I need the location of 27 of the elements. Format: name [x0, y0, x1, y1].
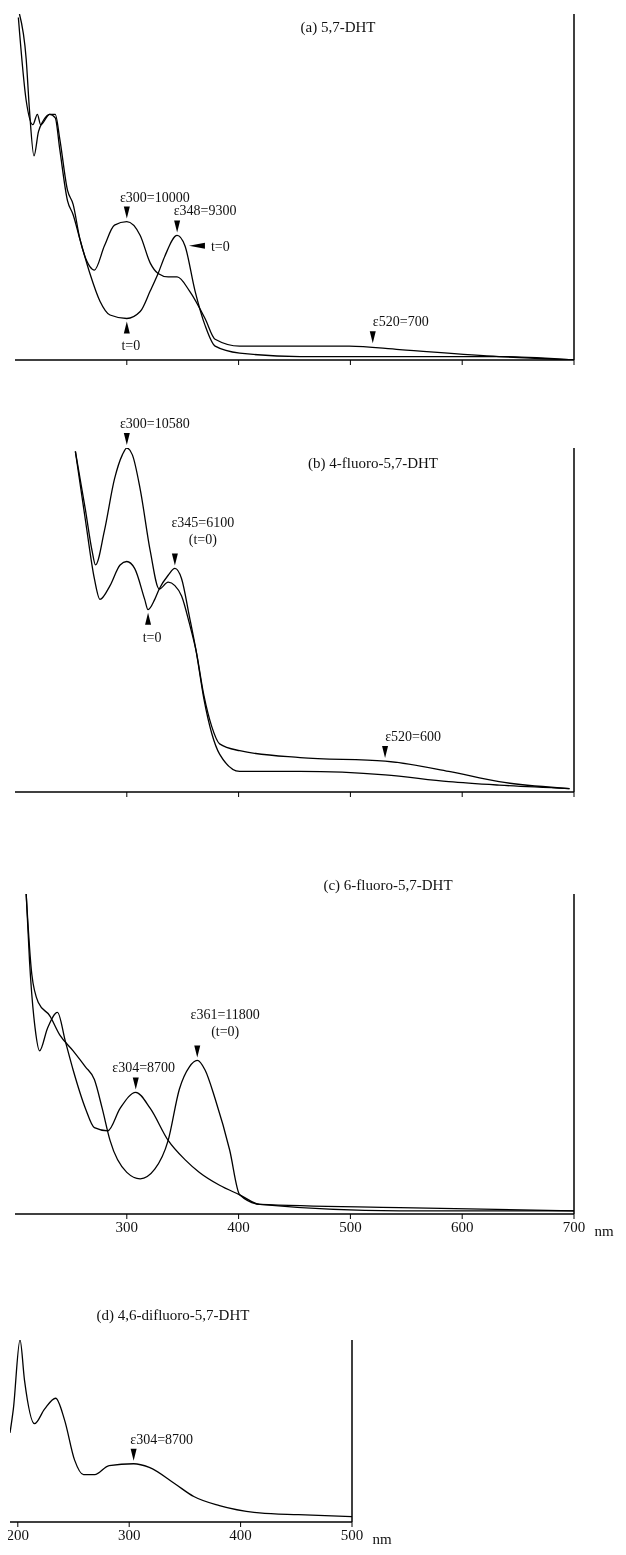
x-tick-label: 700 [562, 1218, 586, 1235]
text: (b) 4-fluoro-5,7-DHT [308, 455, 438, 472]
x-tick-label: 500 [339, 1218, 362, 1235]
annotation: t=0 [210, 238, 230, 254]
x-axis-title: nm [594, 1223, 614, 1239]
chart-title: (d) 4,6-difluoro-5,7-DHT [96, 1307, 250, 1324]
annotation: ε300=10000 [119, 189, 190, 205]
x-tick-label: 400 [229, 1526, 252, 1543]
x-axis-title: nm [372, 1531, 392, 1547]
annotation: t=0 [142, 629, 162, 645]
x-tick-label: 300 [117, 1526, 141, 1543]
annotation: ε304=8700 [112, 1060, 176, 1076]
chart-title: (c) 6-fluoro-5,7-DHT [323, 877, 453, 894]
annotation: ε361=11800 (t=0) [190, 1007, 260, 1041]
x-tick-label: 600 [450, 1218, 474, 1235]
x-tick-label: 500 [340, 1526, 364, 1543]
annotation: ε520=600 [385, 729, 441, 745]
annotation: ε300=10580 [119, 416, 190, 431]
annotation: ε520=700 [372, 314, 429, 330]
annotation: t=0 [121, 338, 141, 354]
x-tick-label: 400 [227, 1218, 250, 1235]
annotation: ε304=8700 [130, 1431, 194, 1447]
annotation: ε345=6100 (t=0) [171, 515, 235, 549]
x-tick-label: 300 [115, 1218, 139, 1235]
annotation: ε348=9300 [173, 203, 237, 219]
x-tick-label: 200 [6, 1526, 30, 1543]
chart-title: (a) 5,7-DHT [300, 19, 376, 36]
